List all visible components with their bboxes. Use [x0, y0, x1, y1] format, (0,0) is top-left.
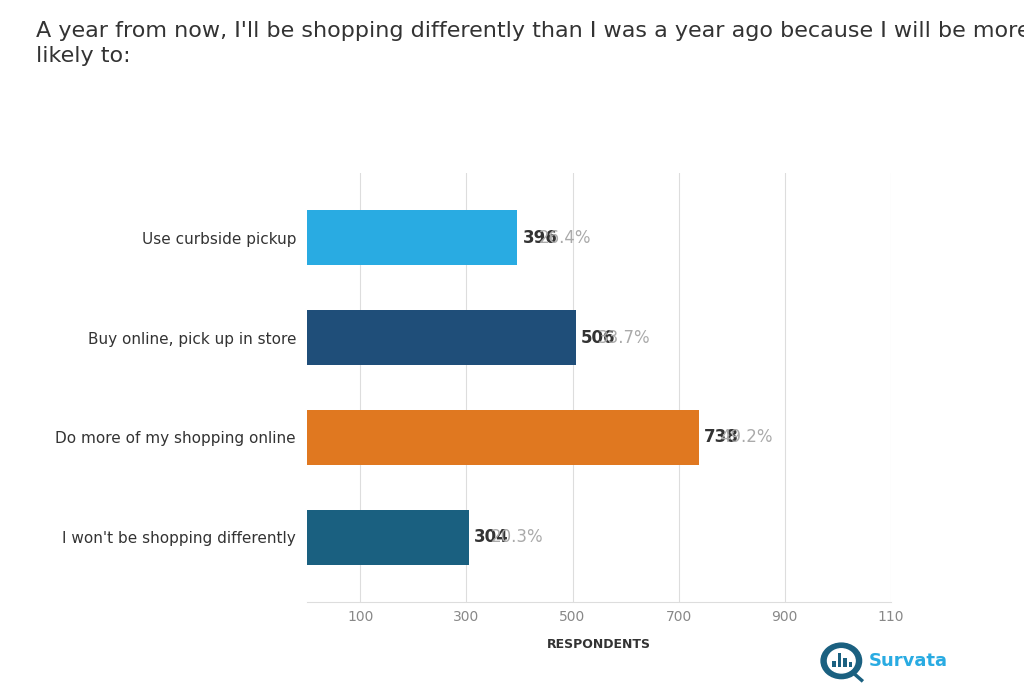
Circle shape	[827, 649, 855, 673]
Text: 304: 304	[474, 528, 509, 546]
Bar	[849, 662, 852, 667]
Text: Survata: Survata	[869, 652, 948, 670]
X-axis label: RESPONDENTS: RESPONDENTS	[547, 638, 651, 651]
Text: 49.2%: 49.2%	[721, 428, 773, 446]
Bar	[307, 410, 698, 465]
Text: 506: 506	[581, 329, 615, 347]
Bar	[307, 310, 575, 365]
Bar	[307, 510, 469, 565]
Bar	[307, 210, 517, 265]
Text: 396: 396	[522, 229, 557, 247]
Text: 33.7%: 33.7%	[597, 329, 650, 347]
Text: A year from now, I'll be shopping differently than I was a year ago because I wi: A year from now, I'll be shopping differ…	[36, 21, 1024, 66]
Bar	[838, 653, 841, 667]
Text: 738: 738	[705, 428, 739, 446]
Text: 20.3%: 20.3%	[490, 528, 543, 546]
Bar	[844, 657, 847, 667]
Text: 26.4%: 26.4%	[539, 229, 592, 247]
Bar	[833, 661, 836, 667]
Circle shape	[821, 643, 861, 679]
